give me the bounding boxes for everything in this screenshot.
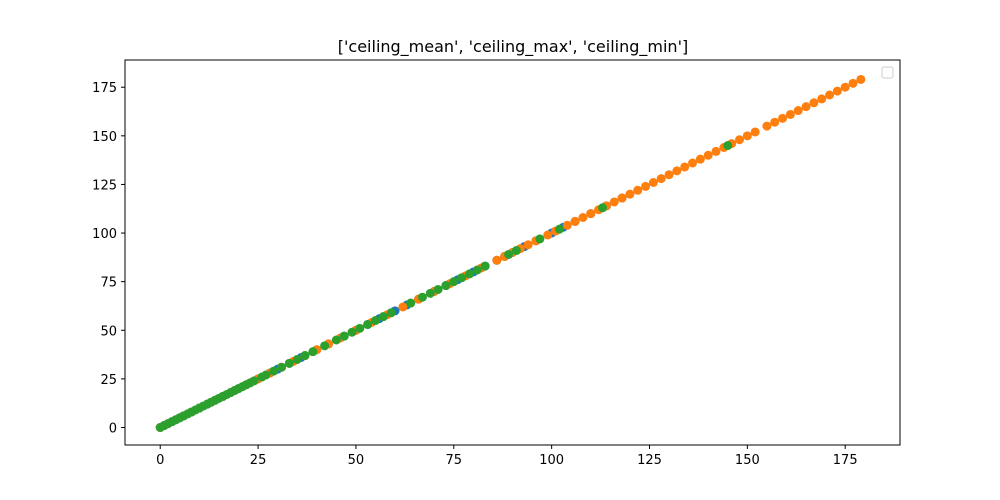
- data-point: [425, 288, 435, 298]
- data-point: [371, 316, 381, 326]
- data-point: [617, 193, 627, 203]
- y-axis: 0 25 50 75 100 125 150 175: [92, 81, 125, 437]
- data-point: [770, 117, 780, 127]
- data-point: [848, 78, 858, 88]
- data-point: [543, 230, 553, 240]
- data-point: [785, 109, 795, 119]
- data-point: [386, 308, 396, 318]
- data-point: [331, 335, 341, 345]
- y-tick-label: 50: [100, 324, 117, 339]
- data-point: [742, 131, 752, 141]
- data-point: [762, 121, 772, 131]
- y-tick-label: 0: [109, 422, 117, 437]
- data-point: [554, 224, 564, 234]
- data-point: [492, 255, 502, 265]
- data-point: [398, 302, 408, 312]
- data-point: [656, 174, 666, 184]
- plot-frame: [124, 59, 901, 446]
- data-point: [633, 185, 643, 195]
- data-point: [504, 249, 514, 259]
- data-point: [300, 351, 310, 361]
- series-2: [155, 141, 733, 432]
- data-point: [801, 102, 811, 112]
- x-tick-label: 50: [348, 453, 365, 468]
- data-point: [825, 90, 835, 100]
- data-point: [586, 209, 596, 219]
- data-point: [441, 281, 451, 291]
- data-point: [433, 284, 443, 294]
- data-point: [417, 292, 427, 302]
- data-point: [249, 376, 259, 386]
- data-point: [598, 203, 608, 213]
- data-point: [339, 331, 349, 341]
- chart-title: ['ceiling_mean', 'ceiling_max', 'ceiling…: [338, 37, 688, 57]
- data-point: [672, 166, 682, 176]
- data-point: [292, 354, 302, 364]
- data-point: [570, 216, 580, 226]
- data-point: [284, 358, 294, 368]
- data-point: [363, 319, 373, 329]
- data-point: [680, 162, 690, 172]
- data-point: [269, 366, 279, 376]
- data-point: [778, 113, 788, 123]
- data-point: [809, 98, 819, 108]
- data-point: [648, 178, 658, 187]
- x-tick-label: 175: [833, 453, 858, 468]
- data-point: [378, 312, 388, 322]
- y-tick-label: 150: [92, 130, 117, 145]
- data-point: [355, 323, 365, 333]
- y-tick-label: 175: [92, 81, 117, 96]
- data-point: [277, 362, 287, 372]
- x-axis: 0 25 50 75 100 125 150 175: [156, 445, 858, 468]
- data-point: [457, 273, 467, 283]
- data-point: [695, 154, 705, 164]
- data-point: [856, 74, 866, 84]
- data-point: [261, 370, 271, 380]
- data-point: [523, 240, 533, 250]
- data-point: [641, 181, 651, 191]
- plot-points: [155, 74, 866, 432]
- data-point: [472, 265, 482, 275]
- data-point: [562, 220, 572, 230]
- data-point: [449, 277, 459, 287]
- y-tick-label: 25: [100, 373, 117, 388]
- x-tick-label: 125: [637, 453, 662, 468]
- data-point: [578, 213, 588, 222]
- data-point: [406, 298, 416, 308]
- data-point: [664, 170, 674, 180]
- x-tick-label: 75: [446, 453, 463, 468]
- data-point: [320, 341, 330, 351]
- data-point: [735, 135, 745, 145]
- data-point: [832, 86, 842, 96]
- y-tick-label: 100: [92, 227, 117, 242]
- data-point: [750, 127, 760, 137]
- legend-box: [881, 66, 894, 79]
- data-point: [793, 106, 803, 116]
- x-tick-label: 25: [250, 453, 267, 468]
- x-tick-label: 100: [539, 453, 564, 468]
- data-point: [817, 94, 827, 104]
- data-point: [711, 146, 721, 156]
- data-point: [511, 246, 521, 256]
- data-point: [464, 269, 474, 279]
- y-tick-label: 75: [100, 276, 117, 291]
- data-point: [840, 82, 850, 92]
- data-point: [308, 347, 318, 357]
- y-tick-label: 125: [92, 178, 117, 193]
- data-point: [703, 150, 713, 160]
- data-point: [535, 234, 545, 244]
- data-point: [688, 158, 698, 168]
- data-point: [347, 327, 357, 337]
- x-tick-label: 0: [156, 453, 164, 468]
- data-point: [625, 189, 635, 199]
- data-point: [480, 261, 490, 271]
- data-point: [723, 141, 733, 151]
- data-point: [609, 197, 619, 207]
- x-tick-label: 150: [735, 453, 760, 468]
